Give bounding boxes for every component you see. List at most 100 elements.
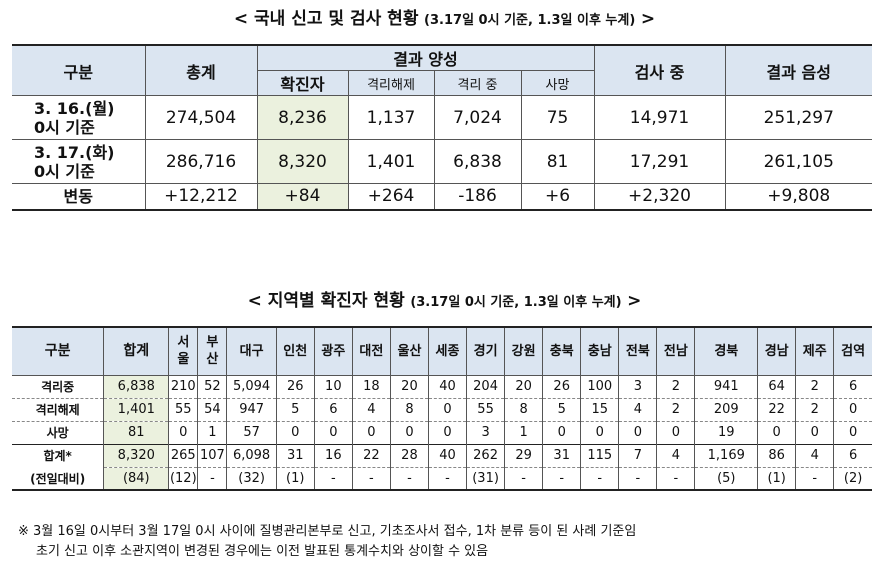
cell-region-value: 19 — [694, 421, 759, 445]
table1-title-detail: (3.17일 0시 기준, 1.3일 이후 누계) — [424, 13, 636, 28]
cell-isolating: -186 — [433, 183, 522, 210]
table-row: 합계* 8,320 265 107 6,098 31 16 22 28 40 262 29 31 115 7… — [12, 443, 872, 468]
table-row: 3. 17.(화) 0시 기준 286,716 8,320 1,401 6,838… — [12, 139, 873, 184]
cell-region-value: - — [795, 467, 835, 490]
cell-region-value: 52 — [197, 375, 228, 399]
table-row: 3. 16.(월) 0시 기준 274,504 8,236 1,137 7,024… — [12, 95, 873, 140]
col-header-region: 대전 — [351, 326, 391, 376]
cell-region-value: (12) — [168, 467, 199, 490]
col-header-region: 경기 — [466, 326, 506, 376]
col-header-region: 강원 — [504, 326, 544, 376]
cell-region-value: 16 — [313, 443, 353, 468]
cell-region-value: 2 — [656, 375, 696, 399]
row-label: 합계* — [12, 443, 105, 467]
cell-region-value: - — [351, 467, 391, 490]
row-label: 격리중 — [12, 375, 105, 399]
col-header-isolating: 격리 중 — [433, 70, 522, 96]
cell-negative: +9,808 — [724, 183, 873, 210]
cell-confirmed: 8,320 — [256, 139, 349, 184]
cell-total: 286,716 — [144, 139, 258, 184]
table2-title-end: > — [627, 291, 642, 311]
cell-region-value: 15 — [580, 398, 620, 422]
cell-region-value: 2 — [795, 398, 835, 422]
col-header-region: 충남 — [580, 326, 620, 376]
cell-region-value: 4 — [618, 398, 658, 422]
table-row: 사망 81 0 1 57 0 0 0 0 0 3 1 0 0 0 0 19 0 0 0 — [12, 421, 872, 445]
cell-region-value: 7 — [618, 443, 658, 468]
cell-region-value: 0 — [795, 421, 835, 445]
cell-region-value: 20 — [504, 375, 544, 399]
table1-title-main: < 국내 신고 및 검사 현황 — [233, 9, 419, 29]
cell-sum: 8,320 — [103, 443, 170, 468]
cell-region-value: (31) — [466, 467, 506, 490]
cell-region-value: 265 — [168, 443, 199, 468]
cell-region-value: 8 — [389, 398, 429, 422]
cell-region-value: 0 — [427, 398, 468, 422]
cell-region-value: 0 — [168, 421, 199, 445]
cell-region-value: 0 — [427, 421, 468, 445]
table1-title: < 국내 신고 및 검사 현황 (3.17일 0시 기준, 1.3일 이후 누계… — [0, 4, 889, 29]
cell-region-value: 210 — [168, 375, 199, 399]
cell-total: 274,504 — [144, 95, 258, 140]
cell-region-value: 40 — [427, 375, 468, 399]
cell-testing: 17,291 — [593, 139, 726, 184]
cell-negative: 261,105 — [724, 139, 873, 184]
table2-title: < 지역별 확진자 현황 (3.17일 0시 기준, 1.3일 이후 누계) > — [0, 286, 889, 311]
cell-region-value: 5 — [542, 398, 582, 422]
table2-title-detail: (3.17일 0시 기준, 1.3일 이후 누계) — [410, 295, 622, 310]
col-header-confirmed: 확진자 — [257, 70, 349, 96]
col-header-sum: 합계 — [103, 326, 170, 376]
cell-region-value: 6 — [833, 443, 872, 468]
cell-region-value: - — [197, 467, 228, 490]
cell-region-value: 0 — [275, 421, 315, 445]
cell-region-value: 1,169 — [694, 443, 759, 468]
cell-region-value: 57 — [226, 421, 277, 445]
footnote-line-2: 초기 신고 이후 소관지역이 변경된 경우에는 이전 발표된 통계수치와 상이할… — [36, 544, 489, 559]
col-header-region: 인천 — [275, 326, 315, 376]
cell-region-value: - — [389, 467, 429, 490]
cell-isolating: 7,024 — [433, 95, 522, 140]
cell-region-value: 22 — [351, 443, 391, 468]
cell-region-value: 20 — [389, 375, 429, 399]
table-row: 격리해제 1,401 55 54 947 5 6 4 8 0 55 8 5 15 4 2 209 22 2 0 — [12, 398, 872, 422]
col-header-region: 세종 — [427, 326, 468, 376]
cell-region-value: 31 — [542, 443, 582, 468]
cell-region-value: 8 — [504, 398, 544, 422]
col-header-gubun: 구분 — [12, 326, 105, 376]
row-label: 3. 16.(월) 0시 기준 — [12, 95, 146, 140]
cell-death: 81 — [520, 139, 595, 184]
cell-sum: 6,838 — [103, 375, 170, 399]
cell-death: 75 — [520, 95, 595, 140]
cell-region-value: 64 — [757, 375, 797, 399]
cell-testing: +2,320 — [593, 183, 726, 210]
cell-region-value: 0 — [618, 421, 658, 445]
cell-sum: (84) — [103, 467, 170, 490]
cell-region-value: 10 — [313, 375, 353, 399]
col-header-region: 제주 — [795, 326, 835, 376]
cell-region-value: 0 — [580, 421, 620, 445]
col-header-region: 서울 — [168, 326, 199, 376]
cell-region-value: 941 — [694, 375, 759, 399]
col-header-negative: 결과 음성 — [724, 44, 873, 96]
cell-region-value: 4 — [656, 443, 696, 468]
cell-region-value: (1) — [757, 467, 797, 490]
cell-region-value: 209 — [694, 398, 759, 422]
col-header-region: 경북 — [694, 326, 759, 376]
cell-region-value: (32) — [226, 467, 277, 490]
table1-title-end: > — [640, 9, 656, 29]
cell-region-value: 26 — [275, 375, 315, 399]
table-row-change: 변동 +12,212 +84 +264 -186 +6 +2,320 +9,80… — [12, 183, 873, 210]
cell-region-value: 100 — [580, 375, 620, 399]
cell-region-value: 0 — [757, 421, 797, 445]
col-header-region: 부산 — [197, 326, 228, 376]
cell-region-value: 29 — [504, 443, 544, 468]
cell-released: 1,137 — [347, 95, 435, 140]
cell-region-value: 107 — [197, 443, 228, 468]
cell-sum: 81 — [103, 421, 170, 445]
cell-region-value: 0 — [351, 421, 391, 445]
cell-sum: 1,401 — [103, 398, 170, 422]
cell-total: +12,212 — [144, 183, 258, 210]
col-header-positive: 결과 양성 — [256, 44, 595, 71]
col-header-released: 격리해제 — [347, 70, 435, 96]
col-header-region: 전남 — [656, 326, 696, 376]
